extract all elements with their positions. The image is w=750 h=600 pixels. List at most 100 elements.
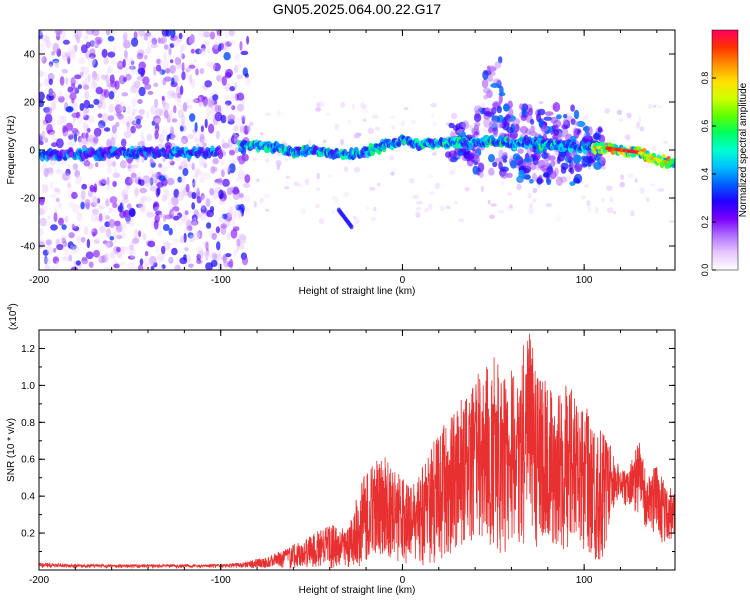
- noise-cell: [198, 158, 204, 167]
- noise-cell: [200, 193, 205, 200]
- noise-cell: [169, 108, 174, 117]
- spread-cell: [562, 118, 568, 126]
- noise-cell: [316, 104, 321, 111]
- noise-cell: [116, 234, 123, 240]
- noise-cell: [130, 84, 138, 94]
- noise-cell: [340, 138, 344, 146]
- noise-cell: [170, 142, 176, 148]
- snr-frame: [38, 329, 676, 571]
- noise-cell: [198, 47, 207, 56]
- noise-cell: [115, 121, 120, 128]
- spread-cell: [496, 105, 502, 114]
- noise-cell: [154, 123, 160, 133]
- noise-cell: [231, 105, 236, 111]
- noise-cell: [229, 149, 235, 156]
- x-tick-label: -100: [211, 275, 231, 286]
- noise-cell: [246, 125, 251, 131]
- noise-cell: [162, 214, 167, 222]
- noise-cell: [196, 258, 202, 265]
- noise-cell: [93, 249, 100, 258]
- noise-cell: [218, 43, 222, 52]
- noise-cell: [190, 48, 195, 54]
- noise-cell: [490, 203, 497, 207]
- noise-cell: [162, 101, 166, 109]
- noise-cell: [42, 72, 48, 77]
- noise-cell: [188, 234, 195, 243]
- noise-cell: [83, 107, 88, 118]
- noise-cell: [68, 134, 74, 140]
- noise-cell: [235, 177, 244, 183]
- noise-cell: [63, 131, 69, 138]
- noise-cell: [158, 219, 162, 227]
- spread-cell: [500, 171, 509, 179]
- spread-cell: [556, 156, 561, 165]
- noise-cell: [210, 166, 216, 174]
- noise-cell: [101, 113, 109, 123]
- noise-cell: [225, 41, 232, 47]
- noise-cell: [448, 170, 455, 176]
- noise-cell: [204, 40, 210, 47]
- noise-cell: [75, 174, 82, 184]
- noise-cell: [40, 205, 48, 215]
- noise-cell: [230, 94, 237, 101]
- noise-cell: [61, 256, 69, 262]
- noise-cell: [132, 164, 139, 169]
- noise-cell: [464, 186, 470, 192]
- spread-cell: [478, 170, 484, 178]
- noise-cell: [173, 188, 180, 198]
- noise-cell: [81, 132, 87, 139]
- noise-cell: [138, 264, 144, 270]
- noise-cell: [79, 109, 87, 118]
- noise-cell: [145, 46, 152, 55]
- noise-cell: [122, 59, 126, 68]
- noise-cell: [135, 172, 143, 182]
- noise-cell: [117, 60, 124, 70]
- spread-cell: [550, 160, 556, 168]
- noise-cell: [175, 264, 181, 270]
- noise-cell: [67, 140, 73, 148]
- spread-cell: [473, 131, 479, 136]
- spread-cell: [550, 116, 558, 124]
- noise-cell: [84, 90, 90, 100]
- noise-cell: [65, 122, 73, 132]
- noise-cell: [93, 127, 102, 137]
- noise-cell: [134, 80, 141, 89]
- noise-cell: [185, 183, 190, 193]
- noise-cell: [108, 219, 116, 228]
- noise-cell: [193, 178, 197, 186]
- noise-cell: [44, 256, 48, 265]
- noise-cell: [204, 253, 213, 259]
- noise-cell: [128, 177, 135, 184]
- snr-series-line: [39, 333, 675, 570]
- noise-cell: [83, 72, 92, 81]
- noise-cell: [347, 119, 351, 125]
- noise-cell: [78, 30, 83, 38]
- noise-cell: [161, 245, 166, 255]
- noise-cell: [123, 194, 129, 200]
- noise-cell: [135, 89, 139, 99]
- noise-cell: [185, 67, 191, 73]
- feature-cell: [349, 224, 354, 230]
- noise-cell: [147, 90, 154, 95]
- noise-cell: [191, 214, 198, 222]
- noise-cell: [212, 104, 220, 113]
- noise-cell: [125, 73, 132, 81]
- colorbar: 0.0 0.2 0.4 0.6 0.8 Normalized spectral ampl…: [700, 29, 749, 276]
- noise-cell: [72, 167, 76, 173]
- noise-cell: [229, 86, 236, 92]
- noise-cell: [158, 163, 163, 168]
- y-tick-label: 1.2: [21, 344, 35, 355]
- noise-cell: [61, 237, 66, 244]
- noise-cell: [244, 206, 249, 215]
- noise-cell: [69, 138, 76, 148]
- noise-cell: [238, 170, 245, 179]
- spread-cell: [488, 126, 493, 134]
- snr-x-label: Height of straight line (km): [299, 585, 416, 596]
- noise-cell: [46, 245, 54, 255]
- noise-cell: [115, 112, 122, 117]
- noise-cell: [95, 86, 103, 95]
- noise-cell: [247, 125, 251, 133]
- noise-cell: [651, 145, 657, 152]
- noise-cell: [293, 181, 299, 187]
- spread-cell: [506, 126, 514, 133]
